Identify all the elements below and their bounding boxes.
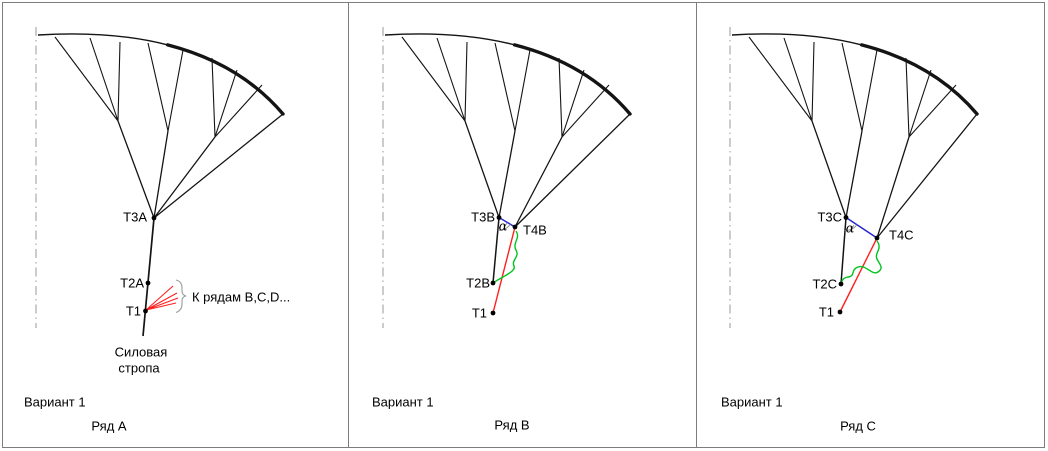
point-label-t1-c: T1 <box>818 304 834 320</box>
panel-c-drawing <box>728 25 979 330</box>
main-lines-c <box>811 113 978 239</box>
point-label-t2b: T2B <box>466 275 490 291</box>
brace <box>175 279 187 314</box>
node-dots-a <box>143 215 157 314</box>
power-line-caption-1: Силовая <box>114 344 168 360</box>
main-lines-b <box>464 113 631 228</box>
t3-t2-line-b <box>492 217 500 284</box>
slack-line-squiggle-b <box>492 230 519 284</box>
to-rows-annotation: К рядам B,C,D... <box>192 289 291 305</box>
slack-line-squiggle-c <box>840 240 882 284</box>
row-label-b: Ряд B <box>494 417 530 433</box>
canopy-a <box>34 25 285 330</box>
variant-label-c: Вариант 1 <box>721 394 783 410</box>
point-label-t4b: T4B <box>523 222 547 238</box>
t3-t2-line-c <box>840 217 847 285</box>
point-label-t2c: T2C <box>812 276 837 292</box>
panel-divider-1 <box>348 3 349 447</box>
angle-label-c: α <box>845 221 855 237</box>
main-lines-a <box>117 113 284 219</box>
point-label-t4c: T4C <box>889 227 914 243</box>
power-line-caption-2: стропа <box>118 360 160 376</box>
node-dots-c <box>837 215 880 315</box>
point-label-t2a: T2A <box>120 275 144 291</box>
panel-divider-2 <box>696 3 697 447</box>
blue-link-c <box>845 216 878 239</box>
panel-b-drawing <box>381 25 632 330</box>
node-dots-b <box>490 215 518 316</box>
power-line-a <box>142 217 155 337</box>
point-label-t1-a: T1 <box>125 303 141 319</box>
point-label-t3c: T3C <box>817 209 842 225</box>
point-label-t3a: T3A <box>123 209 147 225</box>
angle-label-b: α <box>498 219 508 235</box>
red-line-b <box>492 226 516 314</box>
angle-arc-c <box>844 224 858 231</box>
row-label-a: Ряд А <box>91 418 127 434</box>
blue-link-b <box>498 216 516 228</box>
to-rows-fan <box>145 285 179 311</box>
red-line-c <box>839 237 878 313</box>
variant-label-b: Вариант 1 <box>372 394 434 410</box>
row-label-c: Ряд C <box>840 418 876 434</box>
point-label-t3b: T3B <box>471 209 495 225</box>
variant-label-a: Вариант 1 <box>24 394 86 410</box>
point-label-t1-b: T1 <box>471 305 487 321</box>
angle-arc-b <box>497 223 511 231</box>
panel-a-drawing <box>34 25 285 337</box>
